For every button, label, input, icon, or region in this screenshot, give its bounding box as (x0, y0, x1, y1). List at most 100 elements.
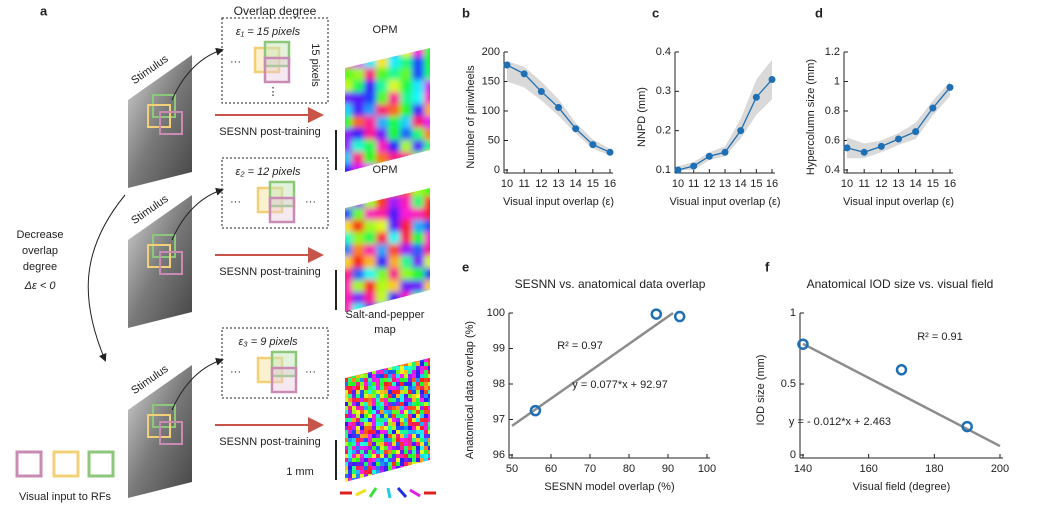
map-cell (345, 406, 349, 411)
map-cell (396, 386, 401, 391)
map-cell (368, 450, 373, 455)
map-cell (408, 362, 413, 367)
map-cell (408, 414, 413, 419)
map-cell (356, 474, 361, 479)
overlap-box (221, 327, 329, 399)
map-cell (380, 402, 385, 407)
map-cell (380, 370, 385, 375)
map-cell (400, 402, 405, 407)
epsilon-label: ε₁ = 15 pixels (236, 26, 301, 38)
map-cell (428, 446, 430, 451)
dots: ··· (305, 366, 316, 378)
x-axis-label: SESNN model overlap (%) (544, 481, 674, 493)
map-cell (400, 358, 405, 359)
map-image (345, 188, 430, 312)
rf-square (87, 450, 115, 478)
map-cell (420, 442, 425, 447)
map-cell (372, 450, 377, 455)
x-tick-label: 15 (927, 178, 939, 190)
map-cell (368, 358, 373, 363)
map-cell (364, 470, 369, 475)
map-cell (364, 152, 377, 165)
map-cell (360, 402, 365, 407)
map-cell (376, 430, 381, 435)
map-cell (432, 442, 437, 447)
map-cell (345, 470, 349, 475)
map-cell (384, 358, 389, 359)
map-cell (364, 128, 377, 141)
map-cell (360, 462, 365, 467)
x-tick-label: 50 (506, 463, 518, 475)
map-cell (428, 358, 430, 363)
map-cell (416, 426, 421, 431)
map-cell (372, 458, 377, 463)
map-cell (384, 402, 389, 407)
map-cell (345, 358, 349, 359)
map-cell (364, 422, 369, 427)
map-cell (432, 478, 437, 483)
map-cell (400, 220, 413, 233)
map-cell (408, 438, 413, 443)
map-cell (384, 382, 389, 387)
y-tick-label: 0 (790, 449, 796, 461)
map-cell (372, 466, 377, 471)
map-cell (345, 402, 349, 407)
map-cell (412, 140, 425, 153)
point (705, 152, 713, 160)
map-cell (424, 370, 429, 375)
map-cell (372, 446, 377, 451)
map-cell (408, 450, 413, 455)
map-cell (428, 414, 430, 419)
map-cell (380, 462, 385, 467)
map-cell (432, 362, 437, 367)
y-tick-label: 0.8 (825, 105, 840, 117)
map-cell (360, 358, 365, 359)
map-cell (364, 362, 369, 367)
map-cell (384, 422, 389, 427)
map-cell (384, 478, 389, 482)
map-cell (420, 430, 425, 435)
map-cell (392, 402, 397, 407)
map-cell (368, 358, 373, 359)
x-tick-label: 16 (766, 178, 778, 190)
map-cell (428, 394, 430, 399)
map-cell (424, 128, 430, 141)
map-cell (345, 366, 349, 371)
map-cell (424, 410, 429, 415)
fit-line (802, 342, 1001, 448)
map-cell (345, 442, 349, 447)
dots: ··· (230, 196, 241, 208)
map-cell (392, 474, 397, 479)
map-cell (356, 378, 361, 383)
map-cell (340, 366, 345, 371)
map-cell (432, 418, 437, 423)
map-cell (428, 398, 430, 403)
map-cell (380, 378, 385, 383)
map-cell (396, 434, 401, 439)
y-tick-label: 50 (488, 134, 500, 146)
map-cell (396, 410, 401, 415)
map-cell (404, 358, 409, 359)
map-cell (352, 398, 357, 403)
point (752, 93, 760, 101)
map-cell (348, 390, 353, 395)
map-cell (388, 92, 401, 105)
map-cell (340, 382, 345, 387)
map-cell (396, 358, 401, 363)
map-cell (360, 382, 365, 387)
point (946, 83, 954, 91)
map-cell (424, 304, 430, 312)
map-cell (392, 438, 397, 443)
y-tick-label: 98 (493, 378, 505, 390)
map-cell (384, 418, 389, 423)
x-tick-label: 70 (584, 463, 596, 475)
point (797, 338, 809, 350)
map-cell (412, 470, 417, 475)
map-cell (348, 402, 353, 407)
y-tick-label: 96 (493, 449, 505, 461)
band (847, 81, 950, 159)
map-cell (392, 366, 397, 371)
map-cell (408, 434, 413, 439)
map-cell (388, 244, 401, 257)
map-cell (345, 68, 353, 81)
